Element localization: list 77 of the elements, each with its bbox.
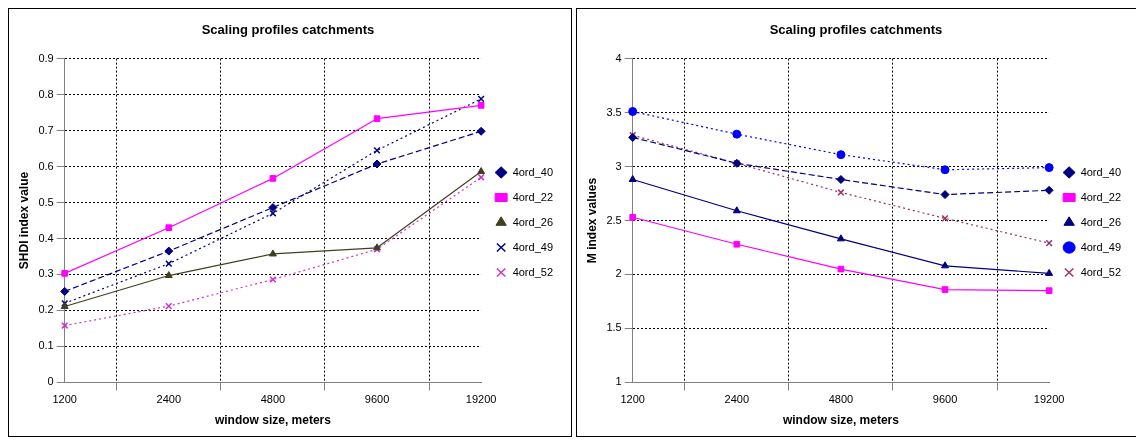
legend-label: 4ord_22 xyxy=(1080,190,1122,203)
x-axis-title: window size, meters xyxy=(781,413,900,428)
y-tick-label: 3.5 xyxy=(606,105,622,118)
point xyxy=(836,150,846,160)
y-tick-label: 0.8 xyxy=(38,87,54,100)
y-tick-label: 0.7 xyxy=(38,123,54,136)
x-tick-label: 9600 xyxy=(932,393,958,406)
legend-label: 4ord_26 xyxy=(1080,215,1122,228)
point xyxy=(733,240,741,248)
y-tick-label: 0 xyxy=(47,375,54,388)
y-tick-label: 2 xyxy=(615,267,622,280)
legend-label: 4ord_52 xyxy=(512,265,554,278)
x-axis-title: window size, meters xyxy=(213,413,332,428)
x-tick-label: 9600 xyxy=(364,393,390,406)
legend-label: 4ord_49 xyxy=(1080,240,1122,253)
y-axis-title: SHDI index value xyxy=(16,171,31,270)
point xyxy=(837,265,845,273)
legend-label: 4ord_40 xyxy=(1080,165,1122,178)
chart-title: Scaling profiles catchments xyxy=(769,22,943,38)
y-tick-label: 2.5 xyxy=(606,213,622,226)
point xyxy=(268,203,278,213)
x-tick-label: 2400 xyxy=(724,393,750,406)
y-tick-label: 4 xyxy=(615,51,622,64)
point xyxy=(373,115,381,123)
point xyxy=(61,270,69,277)
y-tick-label: 0.2 xyxy=(38,303,54,316)
point xyxy=(372,159,382,169)
y-tick-label: 0.1 xyxy=(38,339,54,352)
point xyxy=(165,224,173,232)
point xyxy=(477,95,485,103)
x-tick-label: 4800 xyxy=(828,393,854,406)
point xyxy=(1045,268,1054,276)
y-tick-label: 3 xyxy=(615,159,622,172)
point xyxy=(940,165,950,175)
point xyxy=(941,286,949,293)
point xyxy=(1044,185,1054,195)
point xyxy=(836,234,845,242)
y-tick-label: 1 xyxy=(615,375,622,388)
y-tick-label: 1.5 xyxy=(606,321,622,334)
legend-label: 4ord_52 xyxy=(1080,265,1122,278)
y-tick-label: 0.3 xyxy=(38,267,54,280)
y-axis-title: M index values xyxy=(584,177,599,264)
y-tick-label: 0.6 xyxy=(38,159,54,172)
point xyxy=(1045,239,1053,247)
x-tick-label: 19200 xyxy=(465,393,497,406)
y-tick-label: 0.5 xyxy=(38,195,54,208)
point xyxy=(477,167,486,175)
legend-label: 4ord_49 xyxy=(512,240,554,253)
point xyxy=(1044,163,1054,173)
x-tick-label: 4800 xyxy=(260,393,286,406)
legend-label: 4ord_22 xyxy=(512,190,554,203)
point xyxy=(1045,287,1053,294)
y-tick-label: 0.4 xyxy=(38,231,54,244)
point xyxy=(269,175,277,182)
x-tick-label: 1200 xyxy=(52,393,77,406)
y-tick-label: 0.9 xyxy=(38,51,54,64)
point xyxy=(941,261,949,269)
point xyxy=(477,102,485,109)
point xyxy=(476,126,486,136)
point xyxy=(629,213,637,221)
point xyxy=(268,249,277,257)
point xyxy=(164,271,173,279)
legend-label: 4ord_40 xyxy=(512,165,554,178)
point xyxy=(628,106,638,116)
legend-label: 4ord_26 xyxy=(512,215,554,228)
point xyxy=(628,174,637,182)
point xyxy=(940,190,950,200)
point xyxy=(164,246,174,256)
x-tick-label: 1200 xyxy=(620,393,645,406)
point xyxy=(60,286,70,296)
x-tick-label: 2400 xyxy=(156,393,182,406)
chart-title: Scaling profiles catchments xyxy=(201,22,375,38)
point xyxy=(269,275,277,284)
point xyxy=(732,206,741,214)
point xyxy=(732,129,742,139)
x-tick-label: 19200 xyxy=(1033,393,1065,406)
point xyxy=(836,174,846,184)
